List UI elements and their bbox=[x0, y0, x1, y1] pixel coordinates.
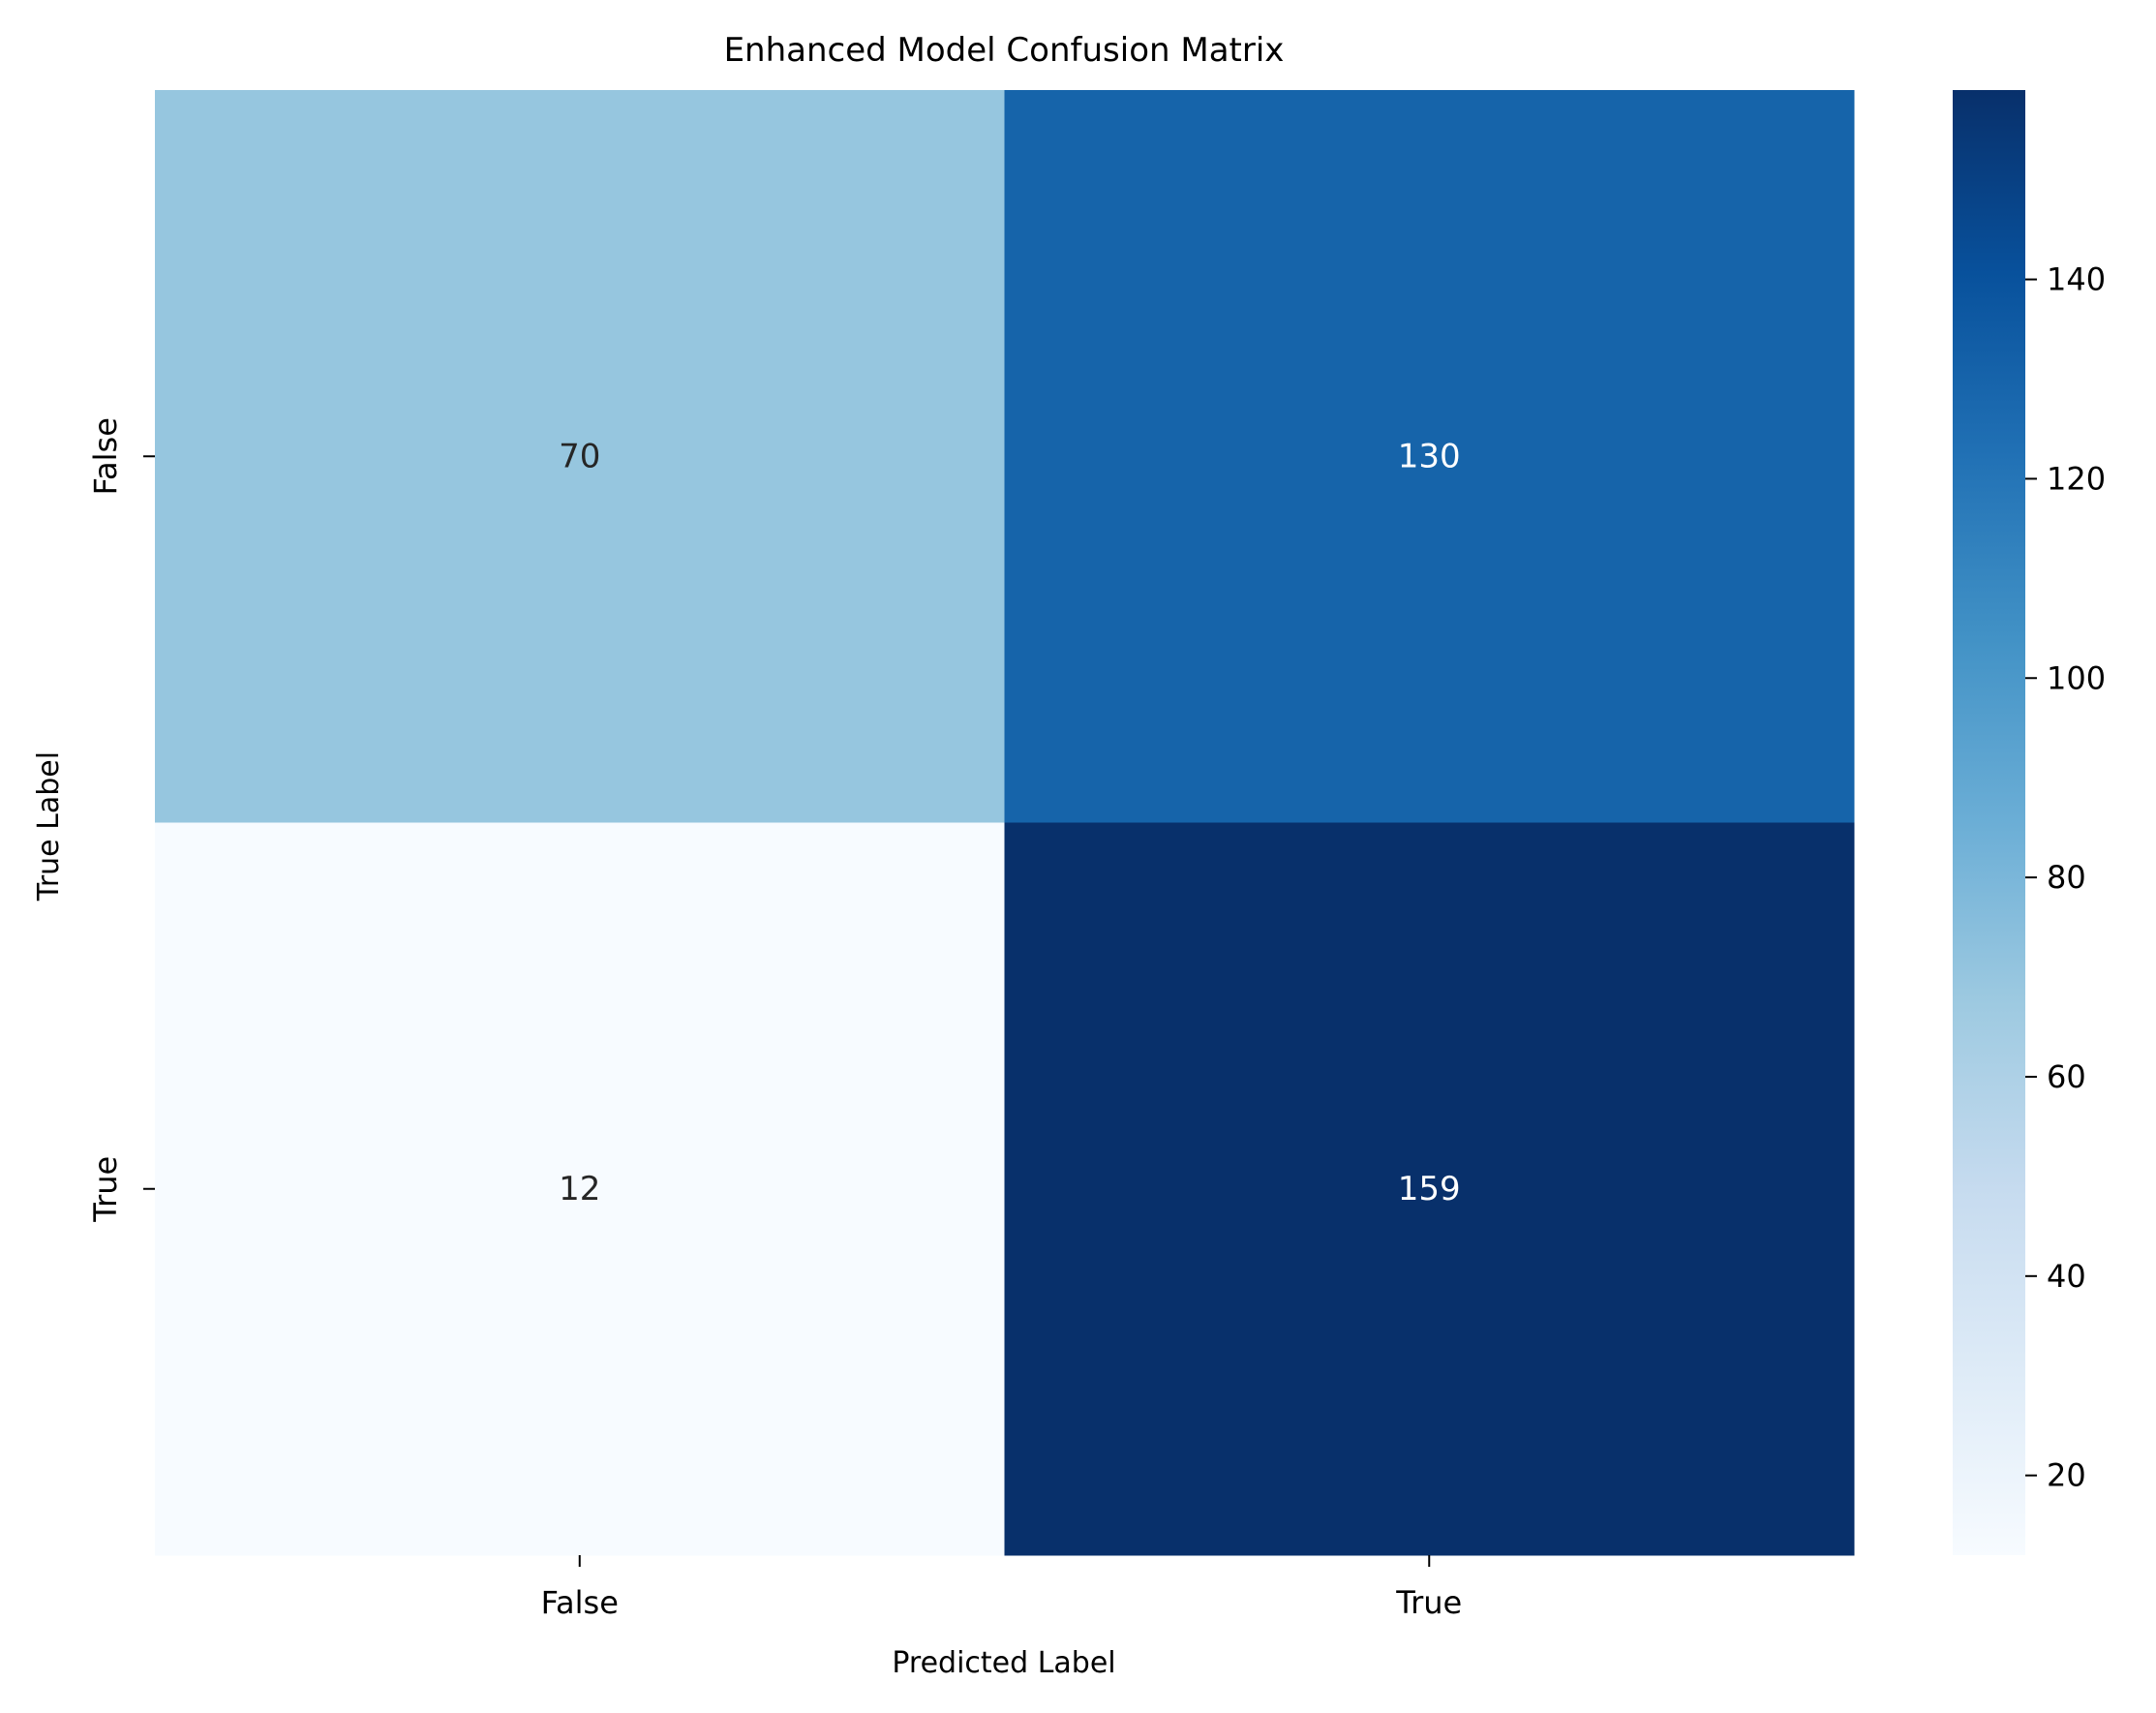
cell-value-label: 70 bbox=[559, 437, 600, 475]
heatmap-annotations: 70 130 12 159 bbox=[559, 437, 1461, 1208]
colorbar-tick-label: 100 bbox=[2047, 659, 2106, 696]
colorbar-tick-label: 20 bbox=[2047, 1457, 2086, 1494]
cell-value-label: 159 bbox=[1398, 1170, 1461, 1208]
heatmap-cell-1-1 bbox=[1004, 822, 1855, 1556]
colorbar-ticks: 20 40 60 80 100 120 140 bbox=[2025, 261, 2106, 1494]
colorbar bbox=[1953, 90, 2025, 1555]
y-tick-label: True bbox=[87, 1156, 124, 1223]
colorbar-tick-label: 140 bbox=[2047, 261, 2106, 298]
heatmap-cell-0-1 bbox=[1004, 90, 1855, 823]
x-tick-label: False bbox=[541, 1584, 619, 1621]
x-tick-label: True bbox=[1395, 1584, 1462, 1621]
y-axis-label: True Label bbox=[32, 751, 66, 902]
y-tick-label: False bbox=[87, 417, 124, 495]
heatmap-cells bbox=[155, 90, 1855, 1556]
x-axis-label: Predicted Label bbox=[892, 1646, 1115, 1680]
colorbar-tick-label: 60 bbox=[2047, 1058, 2086, 1095]
y-axis-ticks: False True bbox=[87, 417, 155, 1223]
x-axis-ticks: False True bbox=[541, 1555, 1462, 1621]
colorbar-tick-label: 120 bbox=[2047, 460, 2106, 497]
chart-title: Enhanced Model Confusion Matrix bbox=[724, 31, 1285, 70]
heatmap-cell-1-0 bbox=[155, 822, 1005, 1556]
colorbar-tick-label: 80 bbox=[2047, 859, 2086, 896]
colorbar-tick-label: 40 bbox=[2047, 1258, 2086, 1295]
cell-value-label: 130 bbox=[1398, 437, 1461, 475]
heatmap-cell-0-0 bbox=[155, 90, 1005, 823]
cell-value-label: 12 bbox=[559, 1170, 600, 1208]
